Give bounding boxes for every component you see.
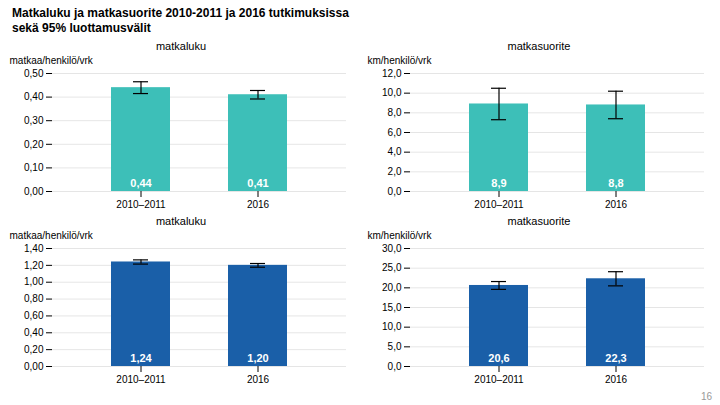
svg-text:0,20: 0,20	[24, 139, 44, 150]
svg-text:2016: 2016	[247, 199, 270, 210]
svg-text:8,0: 8,0	[388, 107, 402, 118]
svg-text:5,0: 5,0	[388, 341, 402, 352]
html-text:matkaluku: matkaluku	[155, 215, 207, 227]
svg-text:22,3: 22,3	[605, 352, 626, 364]
svg-text:matkaa/henkilö/vrk: matkaa/henkilö/vrk	[10, 55, 94, 66]
svg-text:km/henkilö/vrk: km/henkilö/vrk	[368, 55, 433, 66]
svg-text:0,00: 0,00	[24, 186, 44, 197]
svg-text:2016: 2016	[605, 199, 628, 210]
svg-text:0,40: 0,40	[24, 91, 44, 102]
svg-text:8,9: 8,9	[491, 177, 506, 189]
svg-text:2016: 2016	[247, 374, 270, 385]
svg-text:1,20: 1,20	[24, 260, 44, 271]
html-text:sekä 95% luottamusvälit: sekä 95% luottamusvälit	[12, 21, 151, 35]
html-text:matkaluku: matkaluku	[155, 40, 207, 52]
svg-text:1,24: 1,24	[130, 352, 152, 364]
svg-text:2010–2011: 2010–2011	[474, 374, 524, 385]
svg-text:0,30: 0,30	[24, 115, 44, 126]
html-text:16: 16	[700, 391, 712, 402]
svg-text:0,50: 0,50	[24, 68, 44, 79]
svg-text:2010–2011: 2010–2011	[116, 199, 166, 210]
svg-text:8,8: 8,8	[608, 177, 623, 189]
svg-text:0,0: 0,0	[388, 361, 402, 372]
svg-text:0,10: 0,10	[24, 162, 44, 173]
svg-text:30,0: 30,0	[382, 243, 402, 254]
svg-text:km/henkilö/vrk: km/henkilö/vrk	[368, 230, 433, 241]
svg-text:2,0: 2,0	[388, 166, 402, 177]
svg-text:4,0: 4,0	[388, 146, 402, 157]
svg-text:0,44: 0,44	[130, 177, 152, 189]
svg-text:20,0: 20,0	[382, 282, 402, 293]
svg-text:2010–2011: 2010–2011	[474, 199, 524, 210]
svg-text:0,20: 0,20	[24, 344, 44, 355]
svg-text:0,41: 0,41	[247, 177, 268, 189]
svg-text:15,0: 15,0	[382, 302, 402, 313]
html-text:Matkaluku ja matkasuorite 2010: Matkaluku ja matkasuorite 2010-2011 ja 2…	[12, 6, 349, 20]
svg-text:2016: 2016	[605, 374, 628, 385]
svg-text:10,0: 10,0	[382, 87, 402, 98]
svg-text:25,0: 25,0	[382, 262, 402, 273]
svg-text:1,00: 1,00	[24, 276, 44, 287]
svg-text:0,00: 0,00	[24, 361, 44, 372]
html-text:matkasuorite: matkasuorite	[507, 215, 571, 227]
svg-text:12,0: 12,0	[382, 68, 402, 79]
svg-text:20,6: 20,6	[488, 352, 509, 364]
svg-text:2010–2011: 2010–2011	[116, 374, 166, 385]
svg-text:1,40: 1,40	[24, 243, 44, 254]
svg-text:0,40: 0,40	[24, 327, 44, 338]
html-text:matkasuorite: matkasuorite	[507, 40, 571, 52]
svg-text:1,20: 1,20	[247, 352, 268, 364]
svg-text:0,80: 0,80	[24, 293, 44, 304]
svg-text:matkaa/henkilö/vrk: matkaa/henkilö/vrk	[10, 230, 94, 241]
svg-text:10,0: 10,0	[382, 321, 402, 332]
svg-text:0,0: 0,0	[388, 186, 402, 197]
svg-text:0,60: 0,60	[24, 310, 44, 321]
svg-text:6,0: 6,0	[388, 127, 402, 138]
